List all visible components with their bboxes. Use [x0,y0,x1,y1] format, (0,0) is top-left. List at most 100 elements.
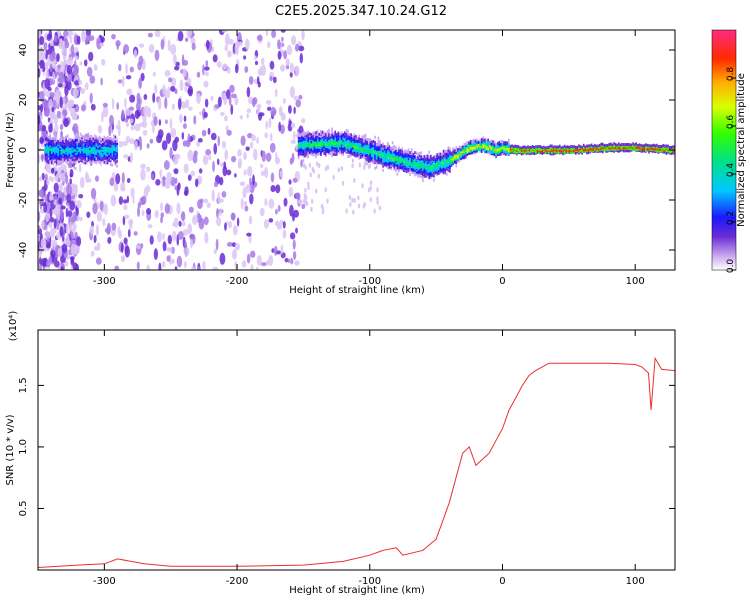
colorbar-tick-label: 0.8 [726,67,736,82]
spectrogram-ridge-cell [425,171,427,175]
spectrogram-ridge-cell [359,139,362,143]
spectrogram-ridge-cell [504,150,507,154]
spectrogram-ridge-cell [86,150,88,154]
spectrogram-ridge-cell [367,151,370,155]
spectrogram-noise-cell [194,178,199,188]
spectrogram-ridge-cell [560,149,563,153]
spectrogram-ridge-cell [466,145,469,149]
spectrogram-ridge-cell [409,161,411,165]
spectrogram-noise-cell [115,124,121,130]
spectrogram-ridge-cell [68,150,71,154]
spectrogram-ridge-cell [358,151,360,155]
spectrogram-noise-cell [216,216,222,227]
spectrogram-ridge-cell [552,149,555,153]
spectrogram-ridge-cell [377,159,380,163]
spectrogram-ridge-cell [372,150,375,154]
spectrogram-ridge-cell [301,138,303,142]
spectrogram-noise-cell [41,220,45,230]
spectrogram-ridge-cell [633,145,636,149]
spectrogram-noise-cell [256,35,263,42]
spectrogram-ridge-cell [89,139,91,143]
spectrogram-ridge-cell [453,155,456,159]
spectrogram-ridge-cell [297,133,300,137]
spectrogram-ridge-cell [394,146,397,150]
spectrogram-ridge-cell [442,170,445,174]
spectrogram-ridge-cell [398,153,400,157]
spectrogram-ridge-cell [372,147,375,151]
spectrogram-ridge-cell [79,154,82,158]
spectrogram-ridge-cell [437,161,440,165]
spectrogram-ridge-cell [447,158,450,162]
spectrogram-noise-cell [182,68,187,78]
spectrogram-noise-cell [290,122,296,129]
spectrogram-noise-cell [70,43,75,55]
spectrogram-ridge-cell [331,151,333,155]
spectrogram-noise-cell [38,210,41,223]
spectrogram-ridge-cell [310,149,313,153]
spectrogram-ridge-cell [350,133,352,137]
spectrogram-ridge-cell [418,166,421,170]
spectrogram-ridge-cell [321,146,324,150]
spectrogram-ridge-cell [450,161,453,165]
spectrogram-ridge-cell [508,140,510,144]
spectrogram-ridge-cell [68,142,71,146]
spectrogram-ridge-cell [449,154,451,158]
spectrogram-ridge-cell [336,150,338,154]
spectrogram-noise-cell [125,63,128,75]
spectrogram-ridge-cell [503,149,505,153]
spectrogram-ridge-cell [651,144,653,148]
spectrogram-ridge-cell [304,131,306,135]
spectrogram-noise-cell [64,104,68,110]
spectrogram-ridge-cell [97,157,99,161]
spectrogram-noise-cell [295,227,298,234]
spectrogram-ridge-cell [320,136,322,140]
spectrogram-ridge-cell [473,149,475,153]
spectrogram-ridge-cell [409,151,411,155]
spectrogram-ridge-cell [366,146,368,150]
spectrogram-ridge-cell [638,149,641,153]
spectrogram-ridge-cell [447,154,450,158]
spectrogram-ridge-cell [547,145,550,149]
spectrogram-ridge-cell [66,141,69,145]
spectrogram-ridge-cell [347,146,349,150]
spectrogram-ridge-cell [359,143,362,147]
spectrogram-noise-cell [228,221,233,229]
spectrogram-ridge-cell [425,160,427,164]
spectrogram-ridge-cell [58,140,61,144]
spectrogram-noise-cell [258,112,263,121]
spectrogram-ridge-cell [54,141,56,145]
spectrogram-ridge-cell [74,147,77,151]
spectrogram-ridge-cell [428,167,431,171]
spectrogram-ridge-cell [318,132,321,136]
spectrogram-ridge-cell [447,165,450,169]
spectrogram-ridge-cell [328,142,330,146]
spectrogram-ridge-cell [49,136,52,140]
spectrogram-ridge-cell [506,153,509,157]
spectrogram-ridge-cell [387,148,389,152]
spectrogram-noise-cell [332,174,335,180]
spectrogram-ridge-cell [101,143,104,147]
spectrogram-ridge-cell [320,134,322,138]
spectrogram-ridge-cell [493,146,496,150]
spectrogram-ridge-cell [469,146,472,150]
spectrogram-noise-cell [124,214,130,219]
spectrogram-ridge-cell [301,147,303,151]
spectrogram-ridge-cell [450,154,453,158]
spectrogram-noise-cell [293,209,299,218]
spectrogram-ridge-cell [380,153,383,157]
spectrogram-noise-cell [167,39,171,52]
spectrogram-ridge-cell [78,141,80,145]
spectrogram-ridge-cell [539,151,542,155]
spectrogram-ridge-cell [586,146,588,150]
spectrogram-ridge-cell [344,133,346,137]
spectrogram-ridge-cell [73,142,75,146]
spectrogram-noise-cell [40,103,44,113]
spectrogram-ridge-cell [399,166,402,170]
spectrogram-ridge-cell [406,154,408,158]
spectrogram-ridge-cell [584,145,587,149]
spectrogram-ridge-cell [613,149,615,153]
spectrogram-ridge-cell [307,146,309,150]
spectrogram-ridge-cell [60,147,63,151]
spectrogram-noise-cell [358,162,362,168]
spectrogram-ridge-cell [348,133,351,137]
